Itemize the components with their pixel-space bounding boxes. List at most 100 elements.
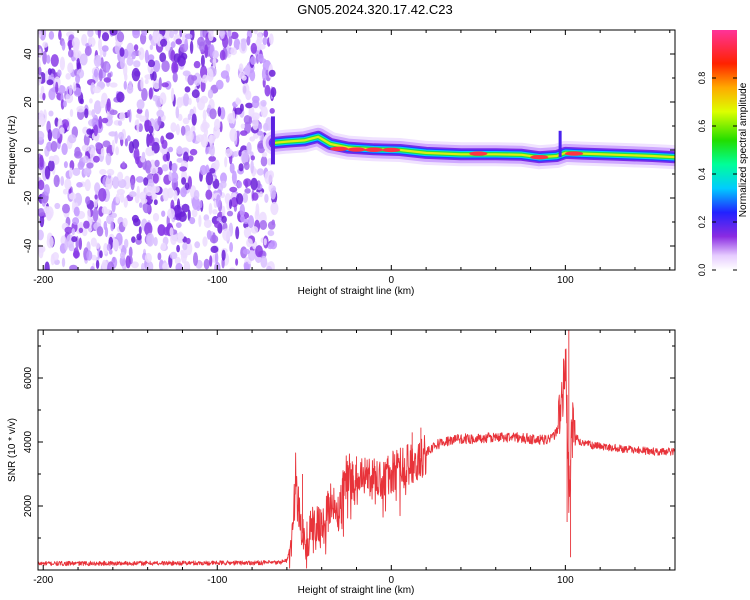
noise-speckle bbox=[220, 172, 227, 184]
noise-speckle bbox=[38, 116, 46, 127]
noise-speckle bbox=[269, 240, 278, 250]
noise-speckle bbox=[81, 144, 90, 152]
noise-speckle bbox=[86, 128, 93, 135]
noise-speckle bbox=[136, 108, 143, 114]
noise-speckle bbox=[38, 48, 42, 59]
noise-speckle bbox=[88, 110, 92, 116]
snr-panel: -200 -100 0 100 2000 4000 6000 Height of stra… bbox=[7, 329, 676, 596]
colorbar-tick-label: 0.4 bbox=[697, 168, 707, 181]
noise-speckle bbox=[158, 77, 162, 91]
noise-speckle bbox=[180, 125, 186, 136]
noise-speckle bbox=[139, 202, 143, 209]
noise-speckle bbox=[250, 56, 257, 65]
noise-speckle bbox=[68, 49, 74, 58]
noise-speckle bbox=[106, 243, 111, 251]
noise-speckle bbox=[152, 173, 159, 184]
noise-speckle bbox=[166, 151, 171, 162]
noise-speckle bbox=[217, 106, 222, 117]
noise-speckle bbox=[146, 261, 154, 270]
noise-speckle bbox=[250, 226, 259, 234]
noise-speckle bbox=[265, 69, 269, 76]
noise-speckle bbox=[69, 264, 78, 270]
noise-speckle bbox=[233, 38, 241, 50]
noise-speckle bbox=[221, 215, 227, 224]
noise-speckle bbox=[119, 255, 126, 267]
noise-speckle bbox=[168, 146, 174, 153]
noise-speckle bbox=[245, 90, 252, 101]
noise-speckle bbox=[46, 79, 54, 86]
noise-speckle bbox=[91, 132, 100, 141]
noise-speckle bbox=[241, 75, 247, 81]
noise-speckle bbox=[51, 128, 61, 140]
noise-speckle bbox=[262, 151, 268, 158]
noise-speckle bbox=[176, 244, 181, 253]
noise-speckle bbox=[175, 38, 182, 45]
noise-speckle bbox=[194, 241, 201, 249]
y-tick-label: 4000 bbox=[23, 430, 34, 453]
noise-speckle bbox=[153, 199, 158, 206]
noise-speckle bbox=[220, 180, 227, 189]
spectrogram-x-label: Height of straight line (km) bbox=[298, 286, 415, 297]
noise-speckle bbox=[250, 42, 257, 54]
noise-speckle bbox=[246, 36, 251, 46]
noise-speckle bbox=[84, 179, 91, 192]
noise-speckle bbox=[248, 250, 256, 261]
noise-speckle bbox=[109, 30, 118, 36]
noise-speckle bbox=[54, 202, 61, 210]
noise-speckle bbox=[270, 87, 277, 98]
noise-speckle bbox=[102, 140, 111, 148]
noise-speckle bbox=[235, 226, 240, 240]
noise-speckle bbox=[260, 255, 268, 268]
noise-speckle bbox=[199, 200, 203, 209]
noise-speckle bbox=[200, 133, 209, 148]
noise-speckle bbox=[111, 212, 117, 218]
noise-speckle bbox=[263, 238, 267, 246]
noise-speckle bbox=[148, 34, 153, 41]
noise-speckle bbox=[263, 30, 269, 38]
noise-speckle bbox=[208, 134, 216, 144]
noise-speckle bbox=[116, 91, 125, 103]
noise-speckle bbox=[215, 79, 224, 90]
noise-speckle bbox=[106, 168, 115, 176]
noise-speckle bbox=[206, 230, 212, 240]
noise-speckle bbox=[202, 119, 208, 131]
noise-speckle bbox=[140, 198, 148, 204]
noise-speckle bbox=[72, 167, 81, 176]
noise-speckle bbox=[98, 82, 106, 89]
noise-speckle bbox=[103, 242, 108, 255]
noise-speckle bbox=[126, 135, 131, 142]
noise-speckle bbox=[173, 190, 178, 201]
noise-speckle bbox=[101, 117, 109, 124]
noise-speckle bbox=[39, 154, 44, 168]
noise-speckle bbox=[157, 116, 162, 126]
noise-speckle bbox=[104, 226, 109, 238]
noise-speckle bbox=[264, 193, 269, 203]
noise-speckle bbox=[160, 38, 168, 47]
noise-speckle bbox=[269, 108, 275, 114]
noise-speckle bbox=[78, 227, 84, 233]
spectrogram-y-ticks: -40 -20 0 20 40 bbox=[23, 29, 675, 271]
noise-speckle bbox=[131, 236, 136, 244]
noise-speckle bbox=[216, 194, 221, 208]
noise-speckle bbox=[230, 31, 239, 40]
snr-x-label: Height of straight line (km) bbox=[298, 585, 415, 596]
colorbar: 0.0 0.2 0.4 0.6 0.8 Normalized spectral ampl… bbox=[697, 30, 749, 276]
noise-speckle bbox=[169, 251, 178, 260]
noise-speckle bbox=[208, 30, 214, 42]
noise-speckle bbox=[184, 33, 193, 40]
noise-speckle bbox=[255, 245, 263, 258]
noise-speckle bbox=[58, 30, 62, 41]
noise-speckle bbox=[101, 32, 110, 42]
noise-speckle bbox=[258, 43, 266, 50]
noise-speckle bbox=[135, 113, 142, 119]
noise-speckle bbox=[112, 238, 119, 251]
noise-speckle bbox=[238, 163, 244, 172]
noise-speckle bbox=[124, 238, 129, 249]
spectrogram-ridge bbox=[262, 116, 675, 170]
noise-speckle bbox=[90, 266, 95, 270]
noise-speckle bbox=[144, 160, 152, 174]
noise-speckle bbox=[39, 214, 45, 228]
noise-speckle bbox=[57, 85, 66, 94]
noise-speckle bbox=[129, 191, 137, 198]
noise-speckle bbox=[212, 57, 217, 69]
